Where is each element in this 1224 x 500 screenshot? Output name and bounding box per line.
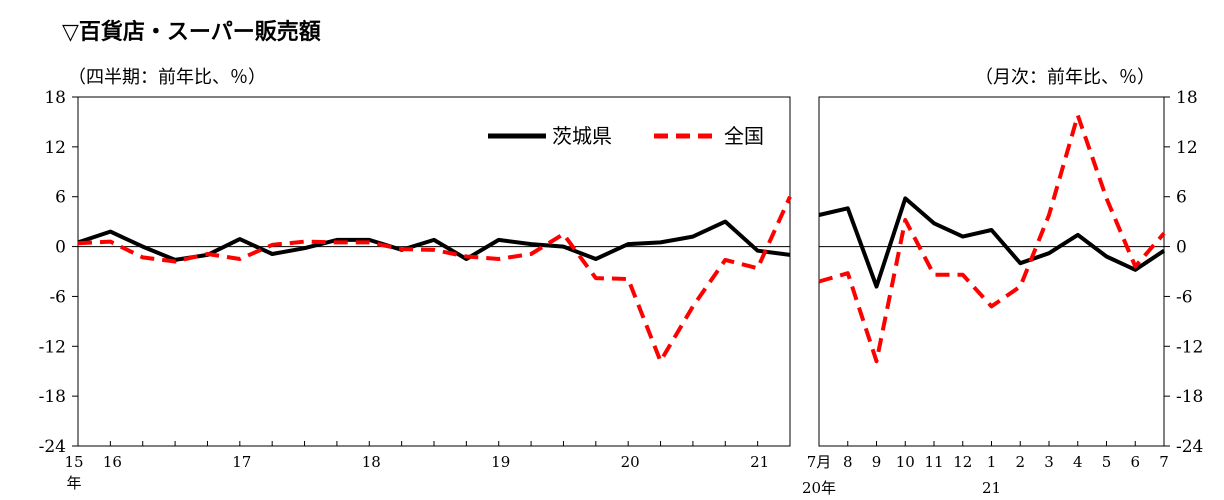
legend-ibaraki-label: 茨城県 (552, 124, 612, 148)
monthly-x-tick-label: 10 (896, 453, 915, 471)
monthly-x-tick-label: 7月 (807, 453, 832, 471)
quarterly-series-national-line (77, 195, 792, 364)
monthly-national-point (934, 274, 935, 275)
quarterly-y-tick-label: -18 (39, 387, 66, 407)
quarterly-national-point (304, 241, 305, 242)
quarterly-plot-frame (77, 96, 791, 447)
legend-national-label: 全国 (724, 124, 764, 148)
quarterly-national-point (757, 268, 758, 269)
monthly-y-tick-label: -6 (1176, 287, 1193, 307)
monthly-x-tick-label: 12 (953, 453, 972, 471)
monthly-y-tick-label: 18 (1176, 88, 1198, 108)
quarterly-x-year-label: 年 (66, 474, 81, 492)
monthly-series-ibaraki-line (818, 196, 1166, 289)
quarterly-x-tick-label: 18 (362, 453, 381, 471)
quarterly-unit-label: （四半期：前年比、％） (68, 67, 266, 88)
monthly-x-tick-label: 8 (843, 453, 853, 471)
monthly-y-tick-label: -24 (1176, 437, 1203, 457)
monthly-x-tick-label: 5 (1102, 453, 1112, 471)
quarterly-x-tick-label: 21 (750, 453, 769, 471)
quarterly-series-ibaraki-line (77, 219, 791, 262)
quarterly-y-tick-label: 12 (44, 138, 66, 158)
monthly-x-tick-label: 3 (1044, 453, 1054, 471)
monthly-x-tick-label: 9 (872, 453, 882, 471)
quarterly-national-point (628, 279, 629, 280)
quarterly-x-tick-label: 20 (621, 453, 640, 471)
quarterly-x-tick-label: 19 (491, 453, 510, 471)
monthly-x-tick-label: 1 (987, 453, 997, 471)
quarterly-y-tick-label: 6 (55, 188, 66, 208)
quarterly-y-tick-label: -12 (39, 337, 66, 357)
monthly-y-tick-label: 6 (1176, 188, 1187, 208)
quarterly-y-tick-label: -6 (49, 287, 66, 307)
monthly-x-tick-label: 7 (1159, 453, 1169, 471)
quarterly-y-tick-label: -24 (39, 437, 66, 457)
quarterly-x-tick-label: 17 (232, 453, 251, 471)
monthly-x-tick-label: 6 (1130, 453, 1140, 471)
quarterly-y-tick-label: 18 (44, 88, 66, 108)
quarterly-x-tick-label: 15 (64, 453, 83, 471)
monthly-y-tick-label: -12 (1176, 337, 1203, 357)
monthly-national-point (1020, 286, 1021, 287)
quarterly-y-tick-label: 0 (55, 238, 66, 258)
quarterly-national-point (563, 234, 564, 235)
chart-title: ▽百貨店・スーパー販売額 (62, 20, 321, 45)
quarterly-x-tick-label: 16 (103, 453, 122, 471)
quarterly-national-point (660, 361, 661, 362)
monthly-series-national-line (818, 113, 1166, 364)
monthly-x-year-label: 20年 (802, 479, 836, 497)
monthly-x-tick-label: 11 (924, 453, 943, 471)
monthly-unit-label: （月次：前年比、％） (975, 67, 1155, 88)
monthly-y-tick-label: -18 (1176, 387, 1203, 407)
monthly-y-tick-label: 0 (1176, 238, 1187, 258)
monthly-x-tick-label: 2 (1015, 453, 1025, 471)
monthly-x-year-label: 21 (982, 479, 1001, 497)
monthly-x-tick-label: 4 (1073, 453, 1083, 471)
monthly-y-tick-label: 12 (1176, 138, 1198, 158)
